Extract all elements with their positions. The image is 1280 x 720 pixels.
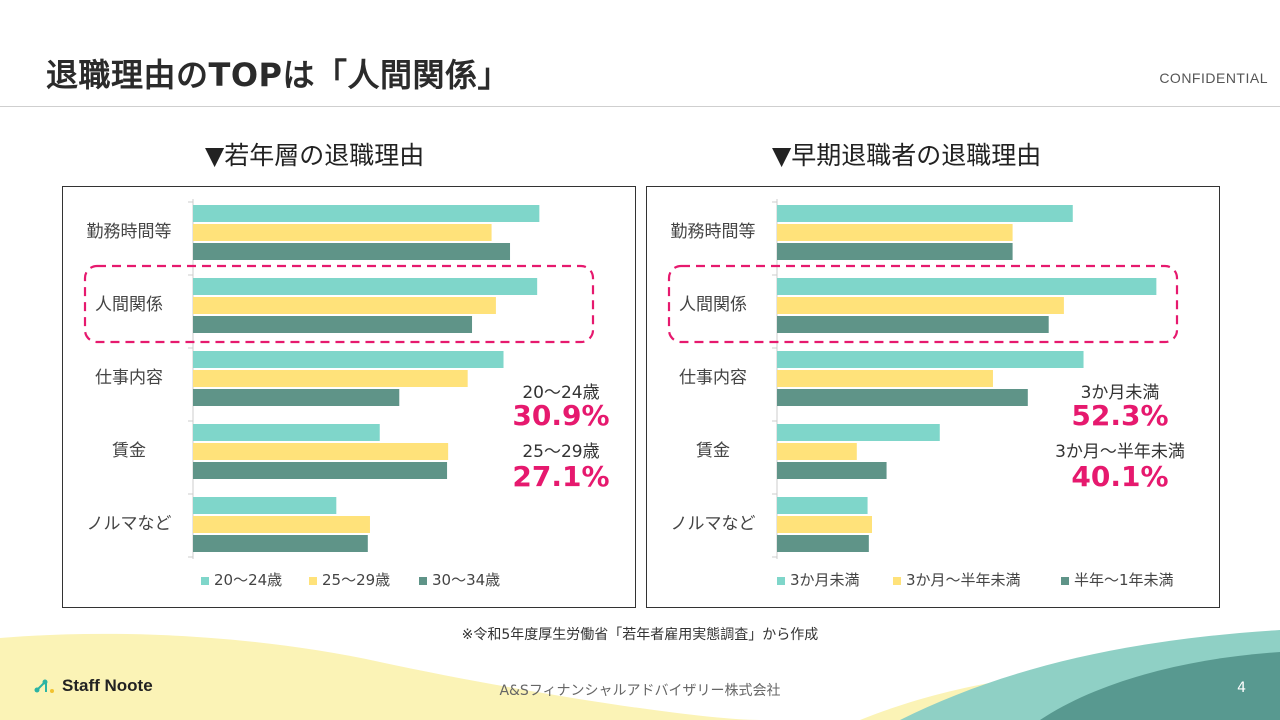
annotation-value: 27.1% xyxy=(512,460,609,493)
bar-5-1 xyxy=(193,497,337,514)
legend-label: 30～34歳 xyxy=(432,571,500,589)
annotation-label: 20～24歳 xyxy=(522,383,599,403)
legend-swatch xyxy=(201,577,209,585)
highlight-box xyxy=(667,264,1179,344)
legend-swatch xyxy=(893,577,901,585)
bar-2-2 xyxy=(193,297,496,314)
bar-3-2 xyxy=(777,370,993,387)
legend-swatch xyxy=(419,577,427,585)
bar-5-2 xyxy=(777,516,872,533)
bar-4-2 xyxy=(193,443,449,460)
legend-label: 半年～1年未満 xyxy=(1074,571,1174,589)
page-number: 4 xyxy=(1237,680,1246,696)
bar-2-3 xyxy=(777,316,1049,333)
bar-3-1 xyxy=(193,351,504,368)
annotation-label: 25～29歳 xyxy=(522,442,599,462)
category-label: 賃金 xyxy=(696,441,730,461)
bar-5-3 xyxy=(193,535,368,552)
bar-4-1 xyxy=(777,424,940,441)
bar-2-1 xyxy=(777,278,1157,295)
bar-4-1 xyxy=(193,424,380,441)
bar-5-2 xyxy=(193,516,370,533)
right-chart: 勤務時間等 人間関係 仕事内容 賃金 ノルマなど 3か月未満 3か月～半年未満 半年～1年未満… xyxy=(646,186,1220,608)
legend-label: 20～24歳 xyxy=(214,571,282,589)
staff-noote-logo: Staff Noote xyxy=(34,676,153,696)
category-label: 仕事内容 xyxy=(679,368,747,388)
legend-swatch xyxy=(1061,577,1069,585)
bar-2-3 xyxy=(193,316,473,333)
bar-1-3 xyxy=(777,243,1013,260)
title-divider xyxy=(0,106,1280,107)
annotation-label: 3か月～半年未満 xyxy=(1055,442,1185,462)
right-chart-title: ▼早期退職者の退職理由 xyxy=(772,141,1042,170)
confidential-label: CONFIDENTIAL xyxy=(1159,70,1268,86)
legend-label: 3か月未満 xyxy=(790,571,860,589)
logo-icon xyxy=(34,679,54,693)
category-label: 人間関係 xyxy=(679,295,747,315)
bar-4-2 xyxy=(777,443,857,460)
highlight-box xyxy=(83,264,595,344)
category-label: 人間関係 xyxy=(95,295,163,315)
category-label: 勤務時間等 xyxy=(671,222,756,242)
bar-4-3 xyxy=(777,462,887,479)
bar-2-1 xyxy=(193,278,538,295)
bar-3-1 xyxy=(777,351,1084,368)
legend-label: 25～29歳 xyxy=(322,571,390,589)
category-label: 賃金 xyxy=(112,441,146,461)
bar-1-1 xyxy=(193,205,540,222)
company-name: A&Sフィナンシャルアドバイザリー株式会社 xyxy=(499,683,781,699)
left-chart-title: ▼若年層の退職理由 xyxy=(205,141,425,170)
source-note: ※令和5年度厚生労働省「若年者雇用実態調査」から作成 xyxy=(461,627,819,643)
bar-3-2 xyxy=(193,370,468,387)
category-label: 仕事内容 xyxy=(95,368,163,388)
bar-5-3 xyxy=(777,535,869,552)
legend-swatch xyxy=(309,577,317,585)
bar-5-1 xyxy=(777,497,868,514)
annotation-value: 40.1% xyxy=(1071,460,1168,493)
legend-swatch xyxy=(777,577,785,585)
bar-1-1 xyxy=(777,205,1073,222)
logo-text: Staff Noote xyxy=(62,676,153,695)
category-label: 勤務時間等 xyxy=(87,222,172,242)
page-title: 退職理由のTOPは「人間関係」 xyxy=(46,56,510,94)
annotation-value: 30.9% xyxy=(512,399,609,432)
footer-wave-decoration xyxy=(0,630,1280,720)
annotation-label: 3か月未満 xyxy=(1081,383,1160,403)
bar-2-2 xyxy=(777,297,1064,314)
category-label: ノルマなど xyxy=(87,514,172,534)
annotation-value: 52.3% xyxy=(1071,399,1168,432)
legend-label: 3か月～半年未満 xyxy=(906,571,1021,589)
left-chart: 勤務時間等人間関係仕事内容賃金ノルマなど 20～24歳 25～29歳 30～34歳 20… xyxy=(62,186,636,608)
category-label: ノルマなど xyxy=(671,514,756,534)
bar-4-3 xyxy=(193,462,448,479)
bar-3-3 xyxy=(777,389,1028,406)
bar-1-2 xyxy=(777,224,1013,241)
bar-1-2 xyxy=(193,224,492,241)
bar-1-3 xyxy=(193,243,511,260)
bar-3-3 xyxy=(193,389,400,406)
